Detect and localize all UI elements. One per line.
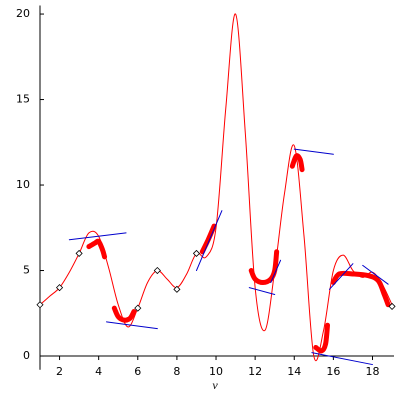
y-tick-label: 10 <box>16 178 30 191</box>
x-tick-label: 14 <box>287 365 301 378</box>
x-tick-label: 6 <box>134 365 141 378</box>
highlight-segment <box>111 305 137 323</box>
highlight-segment <box>248 249 280 285</box>
highlight-segment <box>330 270 391 308</box>
tangent-line <box>248 287 276 295</box>
tangent-line <box>311 352 373 366</box>
y-tick-label: 15 <box>16 93 30 106</box>
x-tick-label: 18 <box>365 365 379 378</box>
highlight-segment <box>199 223 217 255</box>
data-point <box>388 302 396 311</box>
y-tick-label: 0 <box>23 349 30 362</box>
tangent-line <box>270 259 282 283</box>
x-tick-label: 4 <box>95 365 102 378</box>
tangent-line <box>68 232 127 241</box>
tangent-line <box>293 148 334 155</box>
highlight-segment <box>86 238 108 260</box>
tangent-line <box>328 263 354 290</box>
x-tick-label: 8 <box>173 365 180 378</box>
data-point <box>75 249 83 257</box>
data-point <box>134 304 142 312</box>
y-tick-label: 5 <box>23 264 30 277</box>
x-tick-label: 16 <box>326 365 340 378</box>
y-tick-label: 20 <box>16 7 30 20</box>
data-point <box>192 249 201 257</box>
data-point <box>173 285 181 293</box>
highlight-segment <box>313 322 331 354</box>
x-tick-label: 12 <box>248 365 262 378</box>
data-point <box>55 284 64 292</box>
tangent-line <box>362 264 389 285</box>
data-point <box>36 301 44 309</box>
curve <box>39 13 393 362</box>
tangent-line <box>195 210 223 272</box>
data-point <box>153 266 161 275</box>
x-axis-label: v <box>212 378 218 392</box>
tangent-line <box>105 321 158 330</box>
highlight-segment <box>289 153 305 173</box>
x-tick-label: 2 <box>56 365 63 378</box>
x-tick-label: 10 <box>209 365 223 378</box>
